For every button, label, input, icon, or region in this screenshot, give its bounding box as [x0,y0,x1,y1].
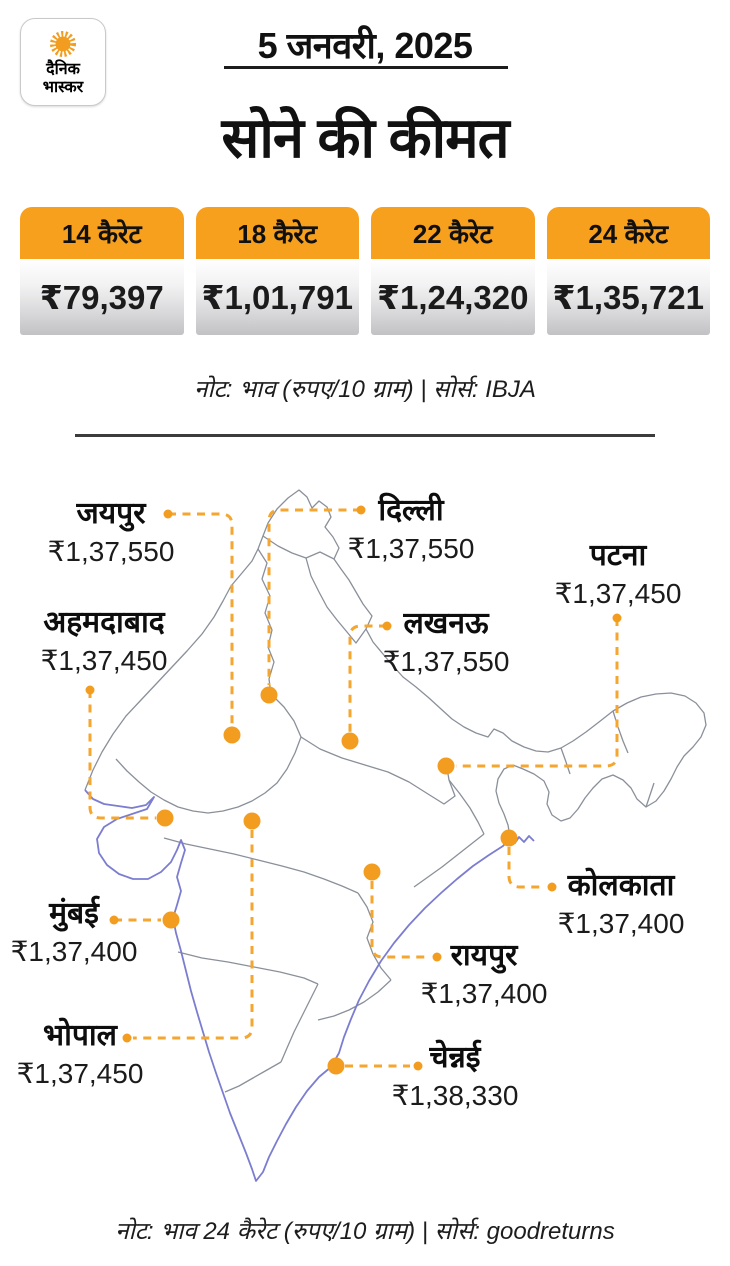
marker-ahmedabad [156,809,174,827]
karat-price-cards: 14 कैरेट ₹79,397 18 कैरेट ₹1,01,791 22 क… [20,207,710,335]
marker-kolkata [500,829,518,847]
price-card-22k: 22 कैरेट ₹1,24,320 [371,207,535,335]
card-price-value: ₹1,35,721 [546,259,710,335]
dainik-bhaskar-logo: दैनिक भास्कर [20,18,106,106]
marker-mumbai [162,911,180,929]
date-heading: 5 जनवरी, 2025 [257,25,473,66]
state-borders [84,489,707,1093]
city-label-raipur: रायपुर ₹1,37,400 [420,939,548,1009]
logo-text-line1: दैनिक [46,61,80,78]
price-card-18k: 18 कैरेट ₹1,01,791 [195,207,359,335]
card-karat-label: 14 कैरेट [20,207,184,259]
city-markers [85,505,622,1075]
india-gold-price-map: जयपुर ₹1,37,550 दिल्ली ₹1,37,550 पटना ₹1… [0,470,730,1210]
section-divider [75,434,655,437]
city-label-chennai: चेन्नई ₹1,38,330 [391,1041,519,1111]
marker-raipur [363,863,381,881]
note-goodreturns-source: नोट: भाव 24 कैरेट (रुपए/10 ग्राम) | सोर्… [115,1218,615,1245]
card-karat-label: 18 कैरेट [195,207,359,259]
city-label-delhi: दिल्ली ₹1,37,550 [347,494,475,564]
leader-lines [88,508,619,1068]
price-card-14k: 14 कैरेट ₹79,397 [20,207,184,335]
note-ibja-source: नोट: भाव (रुपए/10 ग्राम) | सोर्स: IBJA [194,376,536,403]
date-underline [224,66,508,69]
marker-jaipur [223,726,241,744]
logo-text-line2: भास्कर [42,79,84,96]
city-label-kolkata: कोलकाता ₹1,37,400 [557,869,685,939]
marker-bhopal [243,812,261,830]
city-label-mumbai: मुंबई ₹1,37,400 [10,897,138,967]
card-karat-label: 22 कैरेट [371,207,535,259]
marker-lucknow [341,732,359,750]
city-label-bhopal: भोपाल ₹1,37,450 [16,1019,144,1089]
city-label-ahmedabad: अहमदाबाद ₹1,37,450 [40,606,168,676]
card-karat-label: 24 कैरेट [546,207,710,259]
marker-chennai [327,1057,345,1075]
card-price-value: ₹79,397 [20,259,184,335]
india-map [84,489,707,1182]
price-card-24k: 24 कैरेट ₹1,35,721 [546,207,710,335]
marker-patna [437,757,455,775]
marker-delhi [260,686,278,704]
coastline [84,789,535,1182]
city-label-patna: पटना ₹1,37,450 [554,539,682,609]
city-label-lucknow: लखनऊ ₹1,37,550 [382,607,510,677]
city-label-jaipur: जयपुर ₹1,37,550 [47,497,175,567]
sun-icon [50,31,76,57]
card-price-value: ₹1,24,320 [371,259,535,335]
page-title: सोने की कीमत [221,106,510,169]
card-price-value: ₹1,01,791 [195,259,359,335]
